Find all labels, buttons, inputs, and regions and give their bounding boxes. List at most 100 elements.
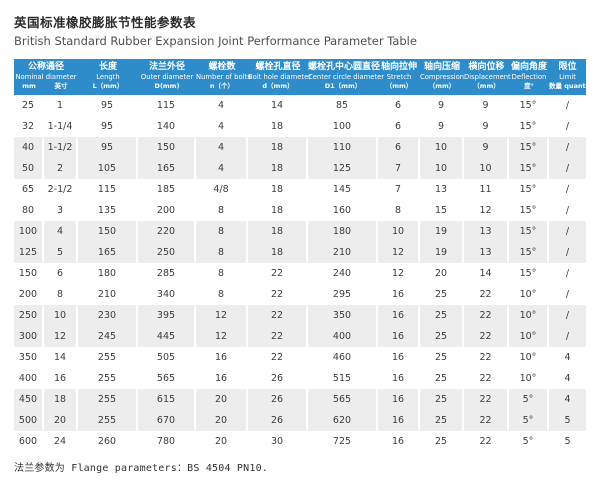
table-cell: 22 [464, 347, 509, 368]
header-label-en: Length [96, 73, 120, 81]
table-row: 100 4 150 220 8 18 180 10 19 13 15° / [14, 221, 586, 242]
table-cell: 8 [196, 242, 248, 263]
table-cell: 240 [308, 263, 378, 284]
header-label-en: Stretch [386, 73, 412, 81]
table-cell: 620 [308, 410, 378, 431]
header-label-unit: n（个） [209, 82, 235, 90]
table-cell: 5° [509, 389, 549, 410]
table-cell: 110 [308, 137, 378, 158]
table-cell: 3 [44, 200, 78, 221]
table-cell: 22 [248, 305, 308, 326]
table-cell: 1-1/4 [44, 116, 78, 137]
table-cell: 4 [196, 137, 248, 158]
table-cell: 18 [44, 389, 78, 410]
header-limit: 限位 Limit 数量 quantity [549, 59, 595, 95]
table-cell: 6 [378, 116, 420, 137]
table-cell: / [549, 242, 586, 263]
table-cell: 25 [420, 410, 464, 431]
table-row: 400 16 255 565 16 26 515 16 25 22 10° 4 [14, 368, 586, 389]
table-cell: 105 [78, 158, 138, 179]
table-cell: 20 [196, 431, 248, 452]
table-cell: 4 [196, 95, 248, 116]
table-row: 125 5 165 250 8 18 210 12 19 13 15° / [14, 242, 586, 263]
table-cell: 16 [378, 368, 420, 389]
table-cell: 15° [509, 116, 549, 137]
table-cell: 15° [509, 242, 549, 263]
table-row: 25 1 95 115 4 14 85 6 9 9 15° / [14, 95, 586, 116]
table-cell: 16 [378, 284, 420, 305]
header-label-en: Deflection [511, 73, 547, 81]
table-row: 65 2-1/2 115 185 4/8 18 145 7 13 11 15° / [14, 179, 586, 200]
table-cell: 14 [248, 95, 308, 116]
table-cell: 26 [248, 389, 308, 410]
table-cell: 300 [14, 326, 44, 347]
table-row: 40 1-1/2 95 150 4 18 110 6 10 9 15° / [14, 137, 586, 158]
header-label-en: Compression [420, 73, 465, 81]
table-cell: 600 [14, 431, 44, 452]
subunit-mm: mm [22, 82, 36, 90]
table-cell: 5° [509, 410, 549, 431]
table-cell: 255 [78, 410, 138, 431]
header-label-unit: （mm） [385, 82, 413, 90]
table-cell: 16 [196, 347, 248, 368]
table-cell: 395 [138, 305, 196, 326]
table-cell: 565 [308, 389, 378, 410]
header-label-en: Bolt hole diameter [248, 73, 312, 81]
table-cell: 16 [378, 389, 420, 410]
header-label-cn: 轴向压缩 [423, 62, 460, 72]
header-stretch: 轴向拉伸 Stretch （mm） [378, 59, 420, 95]
subunit-inch: 英寸 [54, 82, 68, 90]
header-label-cn: 轴向拉伸 [380, 62, 417, 72]
flange-parameters-note: 法兰参数为 Flange parameters：BS 4504 PN10. [14, 463, 269, 474]
table-cell: 19 [420, 221, 464, 242]
table-cell: 8 [44, 284, 78, 305]
table-cell: 12 [378, 263, 420, 284]
table-row: 250 10 230 395 12 22 350 16 25 22 10° / [14, 305, 586, 326]
header-label-unit: （mm） [473, 82, 500, 90]
table-cell: / [565, 289, 570, 300]
table-cell: 16 [378, 431, 420, 452]
table-cell: 26 [248, 410, 308, 431]
table-cell: 22 [464, 305, 509, 326]
table-cell: 10 [464, 158, 509, 179]
table-cell: 260 [78, 431, 138, 452]
table-cell: / [549, 158, 586, 179]
header-center-circle-diameter: 螺栓孔中心圆直径 Center circle diameter D1（mm） [308, 59, 384, 95]
header-bolt-hole-diameter: 螺栓孔直径 Bolt hole diameter d（mm） [248, 59, 312, 95]
table-cell: 4 [196, 158, 248, 179]
table-cell: 160 [308, 200, 378, 221]
table-cell: 220 [138, 221, 196, 242]
table-cell: 340 [138, 284, 196, 305]
table-cell: 4 [44, 221, 78, 242]
table-cell: 210 [78, 284, 138, 305]
header-label-en: Nominal diameter [15, 73, 77, 81]
header-label-cn: 长度 [98, 62, 117, 72]
table-cell: 8 [378, 200, 420, 221]
table-cell: 780 [138, 431, 196, 452]
table-cell: 6 [44, 263, 78, 284]
table-cell: 210 [308, 242, 378, 263]
table-cell: 565 [138, 368, 196, 389]
table-cell: 150 [138, 137, 196, 158]
table-cell: 16 [378, 326, 420, 347]
table-cell: 4/8 [196, 179, 248, 200]
table-cell: 2-1/2 [44, 179, 78, 200]
table-cell: 14 [464, 263, 509, 284]
table-cell: 22 [248, 326, 308, 347]
table-cell: 22 [248, 347, 308, 368]
table-cell: 15° [509, 158, 549, 179]
table-cell: 16 [378, 305, 420, 326]
header-displacement: 横向位移 Displacement （mm） [464, 59, 511, 95]
table-row: 300 12 245 445 12 22 400 16 25 22 10° / [14, 326, 586, 347]
header-label-en: Limit [559, 73, 576, 81]
table-row: 150 6 180 285 8 22 240 12 20 14 15° / [14, 263, 586, 284]
table-cell: 80 [14, 200, 44, 221]
table-cell: 4 [564, 352, 571, 363]
table-cell: 18 [248, 116, 308, 137]
header-label-cn: 螺栓孔直径 [255, 62, 301, 72]
table-cell: 115 [78, 179, 138, 200]
table-cell: 16 [378, 347, 420, 368]
table-row: 200 8 210 340 8 22 295 16 25 22 10° / [14, 284, 586, 305]
table-cell: 22 [464, 368, 509, 389]
